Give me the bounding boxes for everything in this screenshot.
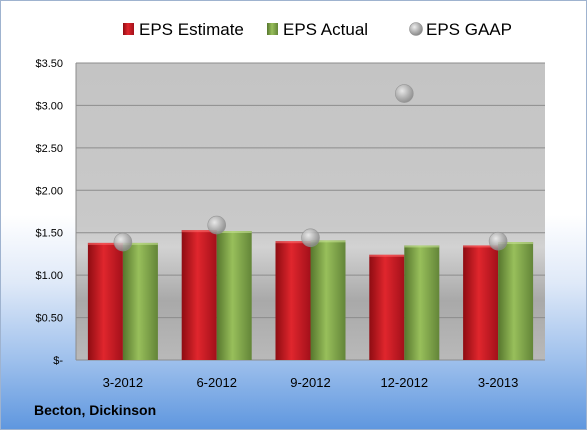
bar-eps-estimate [463, 245, 499, 360]
bar-eps-estimate [87, 242, 123, 360]
bar-eps-estimate-top [87, 242, 123, 245]
bar-eps-estimate [369, 254, 405, 360]
bar-eps-actual-top [216, 231, 252, 234]
bar-eps-actual-top [404, 245, 440, 248]
x-tick-label: 3-2012 [103, 375, 143, 390]
x-tick-label: 3-2013 [478, 375, 518, 390]
bar-eps-estimate [181, 230, 217, 360]
bar-eps-actual [216, 231, 252, 360]
legend-swatch [123, 23, 134, 35]
bar-eps-actual-top [122, 242, 158, 245]
bar-eps-estimate-top [463, 245, 499, 248]
bar-eps-actual-top [498, 242, 534, 245]
bar-eps-actual [310, 240, 346, 360]
point-eps-gaap [113, 232, 133, 252]
bar-eps-estimate [275, 241, 311, 360]
bar-eps-actual [404, 245, 440, 360]
y-tick-label: $1.00 [35, 270, 63, 282]
bar-eps-actual [498, 242, 534, 360]
y-tick-label: $3.50 [35, 58, 63, 70]
legend-swatch [409, 22, 423, 36]
legend-swatch [267, 23, 278, 35]
bar-eps-estimate-top [369, 254, 405, 257]
y-tick-label: $2.00 [35, 185, 63, 197]
legend-label: EPS GAAP [426, 20, 512, 39]
legend-label: EPS Estimate [139, 20, 244, 39]
y-tick-label: $3.00 [35, 100, 63, 112]
company-label: Becton, Dickinson [34, 402, 157, 418]
y-tick-label: $- [53, 355, 63, 367]
point-eps-gaap [488, 231, 508, 251]
x-tick-label: 12-2012 [380, 375, 428, 390]
bar-eps-actual-top [310, 240, 346, 243]
y-tick-label: $1.50 [35, 228, 63, 240]
point-eps-gaap [207, 215, 226, 235]
x-tick-label: 6-2012 [196, 375, 236, 390]
y-tick-label: $2.50 [35, 143, 63, 155]
bar-eps-actual [122, 242, 158, 360]
legend-label: EPS Actual [283, 20, 368, 39]
bar-eps-estimate-top [275, 241, 311, 244]
point-eps-gaap [394, 84, 414, 103]
bar-eps-estimate-top [181, 230, 217, 233]
x-tick-label: 9-2012 [290, 375, 330, 390]
y-tick-label: $0.50 [35, 313, 63, 325]
point-eps-gaap [301, 228, 320, 248]
